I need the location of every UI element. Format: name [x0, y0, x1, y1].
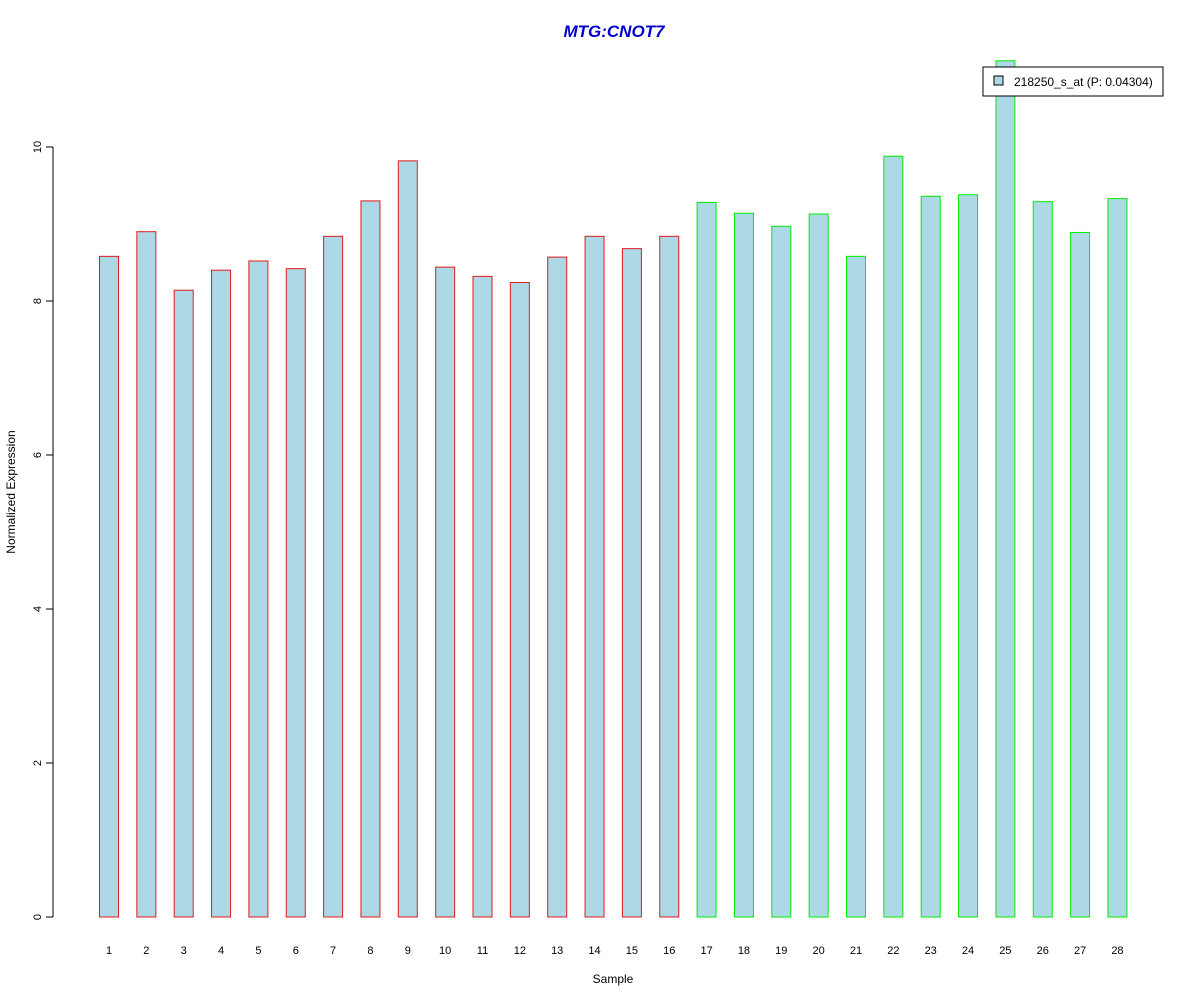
x-tick-label: 19 [775, 945, 787, 957]
bars [99, 60, 1128, 918]
bar-sample-27 [1070, 231, 1091, 918]
x-tick-labels: 1 2 3 4 5 6 7 8 9 10 11 12 13 14 15 16 17 18 19 20 21 22 23 24 2… [106, 945, 1124, 957]
y-tick-label: 8 [32, 298, 44, 304]
bar-sample-23 [920, 195, 941, 918]
x-tick-label: 1 [106, 945, 112, 957]
x-tick-label: 7 [330, 945, 336, 957]
bar-sample-16 [659, 235, 680, 918]
x-tick-label: 4 [218, 945, 224, 957]
bar-sample-26 [1032, 201, 1053, 918]
x-tick-label: 22 [887, 945, 899, 957]
x-tick-label: 3 [181, 945, 187, 957]
bar-sample-9 [397, 160, 418, 918]
bar-sample-17 [696, 201, 717, 918]
bar-sample-18 [733, 212, 754, 918]
bar-sample-24 [958, 194, 979, 918]
x-tick-label: 2 [143, 945, 149, 957]
x-tick-label: 11 [477, 945, 488, 957]
x-tick-label: 13 [551, 945, 563, 957]
bar-sample-25 [995, 60, 1016, 918]
bar-sample-6 [285, 268, 306, 918]
legend: 218250_s_at (P: 0.04304) [982, 66, 1164, 97]
x-tick-label: 10 [439, 945, 451, 957]
bar-sample-3 [173, 289, 194, 918]
bar-sample-2 [136, 231, 157, 918]
bar-sample-13 [547, 256, 568, 918]
chart-title: MTG:CNOT7 [563, 22, 666, 41]
bar-sample-1 [99, 255, 119, 918]
bar-sample-28 [1107, 198, 1128, 918]
legend-box [982, 66, 1164, 97]
bar-sample-10 [435, 266, 456, 918]
bar-sample-19 [771, 225, 792, 918]
y-tick-label: 6 [32, 452, 44, 458]
y-tick-label: 4 [32, 606, 44, 612]
y-tick-label: 0 [32, 914, 44, 920]
bar-sample-14 [584, 235, 605, 918]
bar-sample-20 [808, 213, 829, 918]
x-tick-label: 12 [514, 945, 526, 957]
x-tick-label: 25 [999, 945, 1011, 957]
x-tick-label: 26 [1037, 945, 1049, 957]
x-tick-label: 18 [738, 945, 750, 957]
bar-sample-12 [509, 282, 530, 918]
x-tick-label: 23 [925, 945, 937, 957]
bar-sample-11 [472, 275, 493, 918]
x-tick-label: 27 [1074, 945, 1086, 957]
x-tick-label: 8 [367, 945, 373, 957]
bar-sample-4 [211, 269, 232, 918]
x-tick-label: 17 [700, 945, 712, 957]
y-tick-label: 10 [32, 141, 44, 153]
x-tick-label: 28 [1111, 945, 1123, 957]
bar-sample-7 [323, 235, 344, 918]
x-tick-label: 14 [588, 945, 600, 957]
x-tick-label: 6 [293, 945, 299, 957]
y-axis-title: Normalized Expression [4, 430, 18, 553]
legend-swatch [993, 75, 1004, 86]
bar-sample-5 [248, 260, 269, 918]
y-axis: 0 2 4 6 8 10 [32, 141, 54, 920]
x-tick-label: 5 [255, 945, 261, 957]
bar-sample-15 [621, 248, 642, 918]
legend-label: 218250_s_at (P: 0.04304) [1014, 75, 1153, 89]
bar-sample-22 [883, 155, 904, 918]
x-tick-label: 9 [405, 945, 411, 957]
x-tick-label: 15 [626, 945, 638, 957]
y-tick-label: 2 [32, 760, 44, 766]
bar-sample-21 [846, 255, 866, 918]
bar-sample-8 [360, 200, 381, 918]
x-tick-label: 21 [850, 945, 862, 957]
x-tick-label: 24 [962, 945, 974, 957]
x-tick-label: 16 [663, 945, 675, 957]
x-tick-label: 20 [813, 945, 825, 957]
x-axis-title: Sample [593, 972, 634, 986]
